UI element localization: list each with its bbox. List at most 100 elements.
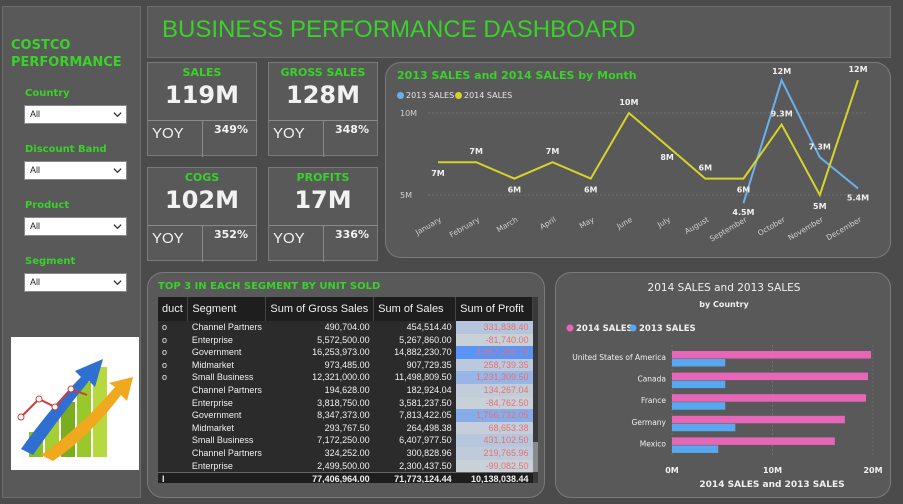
segment-cell: Channel Partners: [191, 384, 262, 395]
table-row[interactable]: Channel Partners 324,252.00 300,828.96 219,…: [158, 446, 533, 460]
table-row[interactable]: Small Business 7,172,250.00 6,407,977.50 43…: [158, 434, 533, 447]
gross-sales-cell: 194,628.00: [324, 384, 370, 395]
product-cell: [158, 384, 188, 397]
table-row[interactable]: o Channel Partners 490,704.00 454,514.40 331…: [158, 321, 533, 334]
scrollbar-thumb[interactable]: [533, 442, 538, 472]
kpi-card-sales: SALES 119M YOY 349%: [147, 62, 257, 157]
gross-sales-cell: 5,572,500.00: [317, 334, 370, 345]
gross-sales-cell: 293,767.50: [324, 422, 370, 433]
legend-label: 2014 SALES: [464, 91, 513, 100]
segment-cell: Channel Partners: [191, 322, 262, 332]
segment-filter-value: All: [30, 277, 41, 287]
x-tick-label: February: [448, 215, 482, 240]
segment-cell: Midmarket: [191, 359, 234, 370]
legend-item-2013[interactable]: 2013 SALES: [397, 91, 454, 100]
product-cell: o: [162, 334, 168, 345]
kpi-label: PROFITS: [296, 171, 350, 184]
sales-cell: 14,882,230.70: [394, 347, 452, 358]
sales-cell: 454,514.40: [406, 322, 452, 332]
profit-cell: 431,102.50: [455, 434, 533, 447]
table-row[interactable]: Government 8,347,373.00 7,813,422.05 1,756,…: [158, 409, 533, 422]
table-scroll-area[interactable]: duct Segment Sum of Gross Sales Sum of Sale…: [158, 297, 533, 483]
legend-dot-icon: [566, 324, 574, 332]
segment-cell: Government: [191, 347, 242, 358]
line-chart-svg[interactable]: 10M 5M January February March April May June Jul…: [386, 63, 892, 259]
x-tick-label: October: [756, 214, 787, 237]
profit-cell: -81,740.00: [455, 333, 533, 347]
segment-cell: Enterprise: [191, 460, 233, 471]
discount-band-filter-dropdown[interactable]: All: [24, 161, 127, 180]
legend-dot-icon: [629, 324, 637, 332]
profit-cell: 1,231,309.50: [455, 371, 533, 384]
chart-title: 2013 SALES and 2014 SALES by Month: [397, 69, 637, 82]
data-label: 4.5M: [732, 208, 754, 217]
table-scrollbar[interactable]: [533, 297, 538, 483]
table-row[interactable]: o Midmarket 973,485.00 907,729.35 258,739.35: [158, 358, 533, 372]
data-label: 6M: [508, 186, 522, 195]
segment-cell: Government: [191, 410, 242, 421]
data-label: 7M: [469, 147, 483, 156]
x-tick-label: 20M: [863, 466, 882, 475]
product-cell: [158, 409, 188, 422]
segment-cell: Enterprise: [191, 397, 233, 408]
sales-cell: 300,828.96: [406, 447, 452, 458]
sidebar: COSTCO PERFORMANCE Country All Discount …: [2, 6, 141, 498]
column-header[interactable]: Sum of Profit: [455, 297, 533, 321]
sales-cell: 264,498.38: [406, 422, 452, 433]
product-cell: [158, 397, 188, 410]
chevron-down-icon: [113, 112, 122, 118]
total-cell: [187, 472, 266, 483]
bar-chart-svg[interactable]: 2014 SALES and 2013 SALES by Country 2014 …: [556, 273, 892, 499]
yoy-value: 352%: [214, 228, 248, 241]
y-tick-label: 5M: [400, 191, 412, 200]
column-header[interactable]: Sum of Sales: [373, 297, 457, 321]
series-line-2013: [742, 77, 859, 204]
kpi-value: 17M: [294, 186, 352, 214]
table-row[interactable]: Enterprise 2,499,500.00 2,300,437.50 -99,08…: [158, 459, 533, 473]
x-tick-label: January: [413, 215, 443, 238]
sales-cell: 3,581,237.50: [399, 397, 452, 408]
country-filter-dropdown[interactable]: All: [24, 105, 127, 124]
table-row[interactable]: Channel Partners 194,628.00 182,924.04 134,…: [158, 383, 533, 397]
discount-band-filter-value: All: [30, 165, 41, 175]
column-header[interactable]: Segment: [187, 297, 267, 321]
y-tick-label: France: [641, 396, 666, 405]
segment-table: duct Segment Sum of Gross Sales Sum of Sale…: [158, 297, 533, 483]
total-cell: l: [158, 472, 188, 483]
gross-sales-cell: 16,253,973.00: [312, 347, 370, 358]
segment-cell: Midmarket: [191, 422, 234, 433]
sales-cell: 907,729.35: [406, 359, 452, 370]
product-filter-dropdown[interactable]: All: [24, 217, 127, 236]
yoy-value: 348%: [335, 123, 369, 136]
discount-band-filter-label: Discount Band: [25, 144, 107, 155]
column-header[interactable]: Sum of Gross Sales: [265, 297, 375, 321]
brand-line-2: PERFORMANCE: [11, 55, 122, 70]
kpi-label: GROSS SALES: [280, 66, 366, 79]
segment-filter-dropdown[interactable]: All: [24, 273, 127, 292]
data-label: 7.3M: [809, 142, 831, 151]
bar-2013: [672, 445, 719, 453]
total-cell: 77,406,964.00: [265, 472, 374, 483]
data-label: 8M: [660, 153, 674, 162]
chevron-down-icon: [113, 224, 122, 230]
bar-2014: [672, 394, 866, 402]
table-title: TOP 3 IN EACH SEGMENT BY UNIT SOLD: [158, 281, 381, 292]
legend-item-2014[interactable]: 2014 SALES: [455, 91, 512, 100]
yoy-value-box: [324, 120, 378, 157]
table-row[interactable]: Midmarket 293,767.50 264,498.38 68,653.38: [158, 421, 533, 435]
table-row[interactable]: o Government 16,253,973.00 14,882,230.70 3,0…: [158, 346, 533, 359]
bar-2013: [672, 402, 726, 410]
column-header[interactable]: duct: [158, 297, 189, 321]
product-filter-value: All: [30, 221, 41, 231]
gross-sales-cell: 2,499,500.00: [317, 460, 370, 471]
kpi-card-profits: PROFITS 17M YOY 336%: [268, 167, 378, 262]
yoy-value-box: [324, 225, 378, 262]
bar-2014: [672, 415, 845, 424]
table-row[interactable]: o Enterprise 5,572,500.00 5,267,860.00 -81,7…: [158, 333, 533, 347]
table-row[interactable]: Enterprise 3,818,750.00 3,581,237.50 -84,76…: [158, 396, 533, 410]
data-label: 6M: [699, 164, 713, 173]
table-header-row: duct Segment Sum of Gross Sales Sum of Sale…: [158, 297, 533, 321]
legend-label: 2013 SALES: [406, 91, 455, 100]
profit-cell: 331,838.40: [455, 321, 533, 334]
table-row[interactable]: o Small Business 12,321,000.00 11,498,809.5…: [158, 371, 533, 384]
